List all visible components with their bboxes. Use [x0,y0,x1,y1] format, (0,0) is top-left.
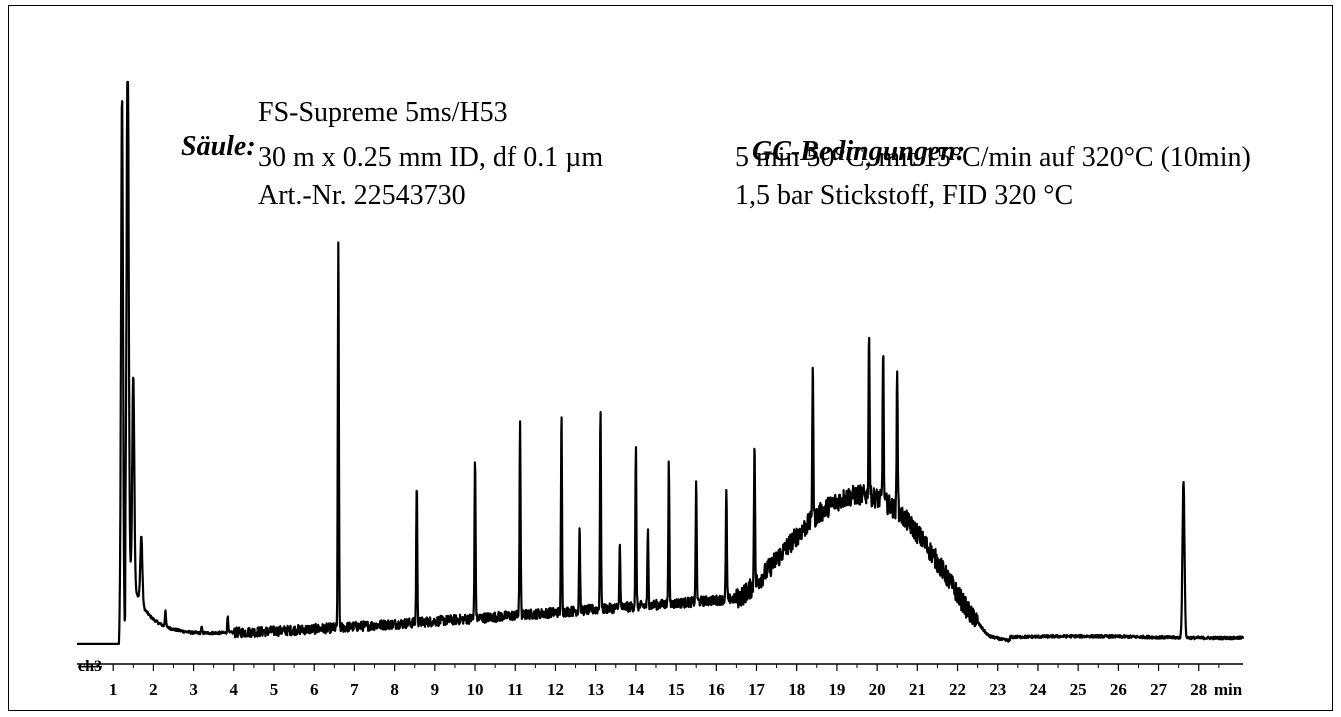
x-tick-label-2: 2 [149,680,158,699]
x-tick-label-8: 8 [390,680,399,699]
peak-point-0 [121,93,123,95]
peak-point-12 [579,525,581,527]
column-info-line-3: Art.-Nr. 22543730 [258,180,466,211]
x-tick-label-10: 10 [467,680,484,699]
x-tick-label-16: 16 [708,680,725,699]
peak-point-25 [1183,479,1185,481]
x-tick-label-12: 12 [547,680,564,699]
peak-point-10 [519,417,521,419]
chromatogram-trace [76,80,1245,646]
peak-point-7 [337,238,339,240]
x-tick-label-20: 20 [869,680,886,699]
channel-label: ch3 [78,658,102,675]
peak-point-2 [132,374,134,376]
peak-point-21 [812,361,814,363]
x-axis-unit-label: min [1214,680,1243,699]
x-tick-label-5: 5 [270,680,279,699]
x-tick-label-6: 6 [310,680,319,699]
gc-conditions-line-1: 5 min 50°C, mit 15°C/min auf 320°C (10mi… [735,142,1251,173]
x-tick-label-22: 22 [949,680,966,699]
peak-point-20 [754,437,756,439]
x-tick-label-27: 27 [1150,680,1168,699]
peak-point-22 [868,326,870,328]
x-tick-label-25: 25 [1070,680,1087,699]
x-tick-label-7: 7 [350,680,359,699]
column-info: Säule: [167,96,256,164]
x-tick-label-26: 26 [1110,680,1127,699]
x-tick-label-28: 28 [1190,680,1207,699]
x-tick-label-11: 11 [507,680,523,699]
x-tick-label-18: 18 [788,680,805,699]
peak-point-19 [725,486,727,488]
peak-point-9 [474,454,476,456]
peak-point-23 [882,343,884,345]
gc-conditions-line-2: 1,5 bar Stickstoff, FID 320 °C [735,180,1074,211]
peak-point-11 [561,414,563,416]
column-info-line-1: FS-Supreme 5ms/H53 [258,97,508,128]
gc-conditions-header-text: GC-Bedingungen: [752,136,966,167]
x-tick-label-19: 19 [828,680,845,699]
peak-point-8 [416,481,418,483]
x-tick-label-24: 24 [1029,680,1047,699]
column-info-line-2: 30 m x 0.25 mm ID, df 0.1 µm [258,142,604,173]
peak-point-24 [896,364,898,366]
x-tick-label-17: 17 [748,680,766,699]
x-tick-label-15: 15 [668,680,685,699]
x-tick-label-3: 3 [189,680,198,699]
x-tick-label-13: 13 [587,680,604,699]
x-tick-label-23: 23 [989,680,1006,699]
x-tick-label-14: 14 [627,680,645,699]
x-tick-label-4: 4 [230,680,239,699]
gc-conditions-header: GC-Bedingungen: [738,101,965,169]
x-tick-label-9: 9 [431,680,440,699]
column-info-header: Säule: [181,131,256,162]
x-tick-label-21: 21 [909,680,926,699]
x-tick-label-1: 1 [109,680,118,699]
